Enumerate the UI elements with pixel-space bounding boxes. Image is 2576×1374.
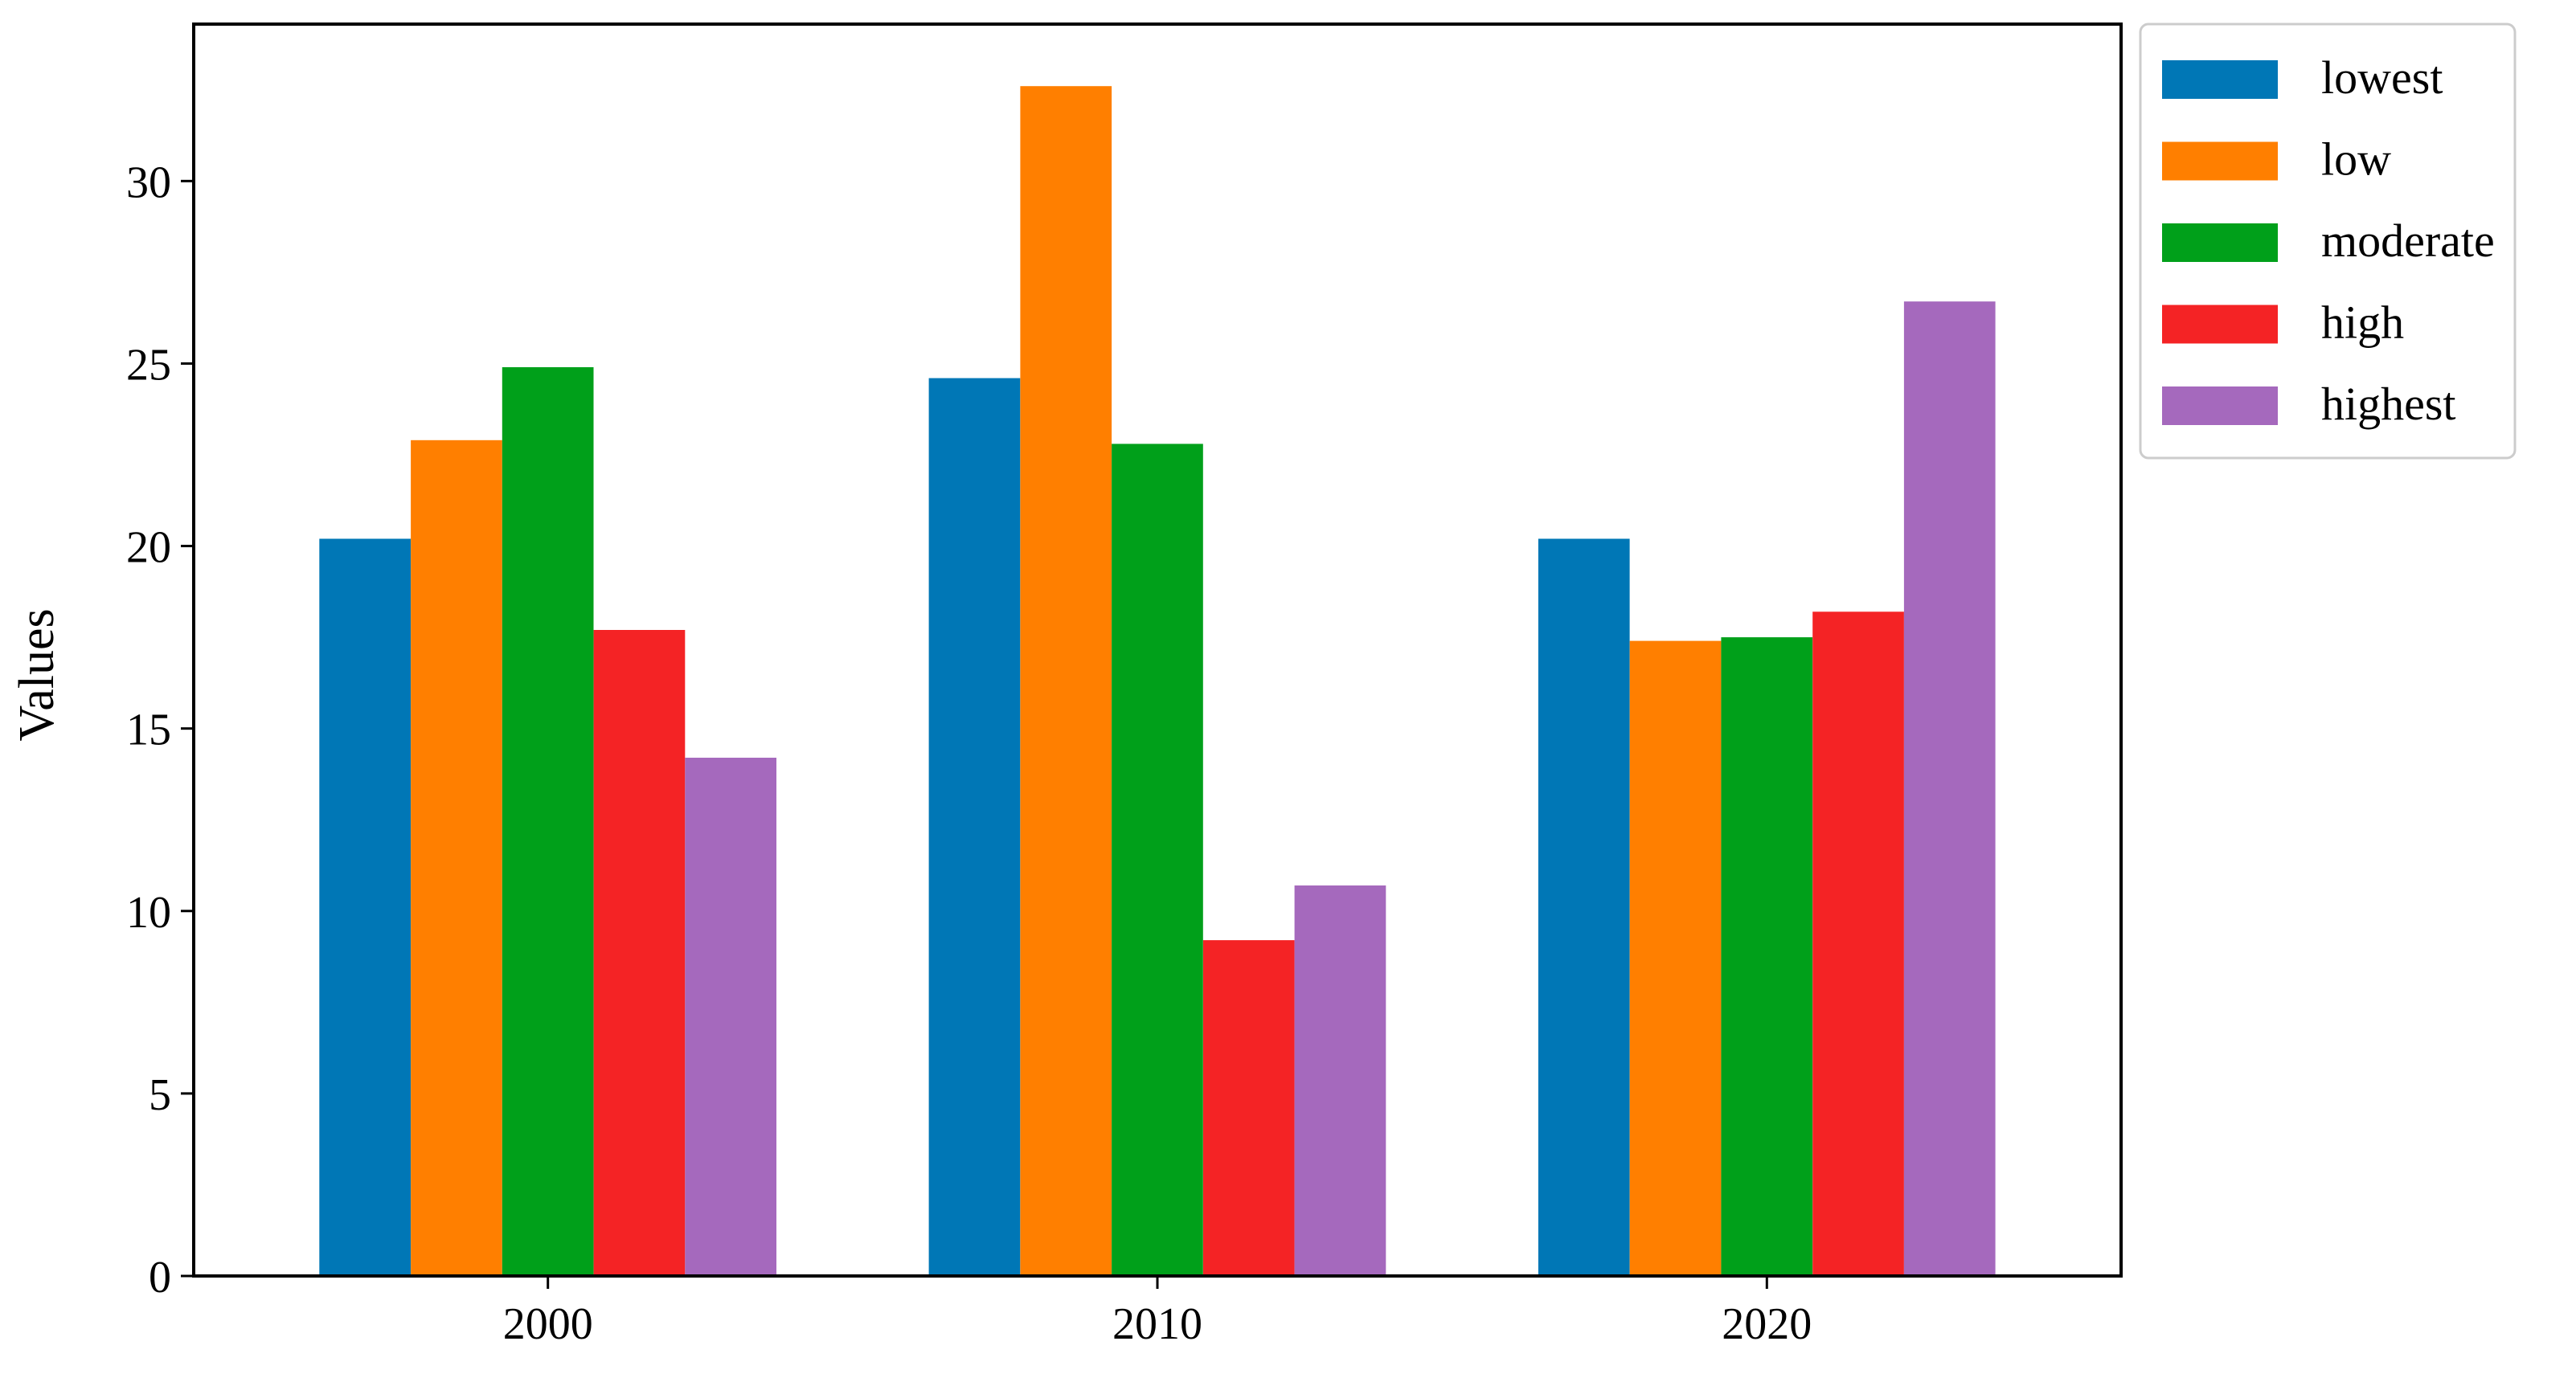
legend-label-moderate: moderate (2321, 215, 2495, 267)
bar-low-2020 (1629, 640, 1722, 1276)
legend-swatch-low (2162, 141, 2278, 181)
bar-highest-2000 (685, 758, 776, 1276)
y-tick-label: 10 (126, 888, 171, 938)
legend-box (2139, 22, 2517, 460)
legend: lowest low moderate high highest (2139, 22, 2517, 460)
x-tick-label: 2010 (1112, 1299, 1202, 1349)
bar-lowest-2010 (928, 378, 1021, 1277)
bar-high-2020 (1812, 611, 1904, 1276)
legend-label-lowest: lowest (2321, 51, 2443, 104)
bar-highest-2020 (1903, 301, 1996, 1277)
y-ticks-group: 0 5 10 15 20 25 30 (126, 157, 194, 1302)
bar-high-2010 (1202, 940, 1295, 1276)
bar-lowest-2020 (1538, 538, 1630, 1276)
bar-low-2010 (1020, 86, 1112, 1277)
bars-group (319, 86, 1996, 1277)
bar-high-2000 (593, 630, 686, 1276)
y-tick-label: 20 (126, 523, 171, 573)
bar-moderate-2010 (1112, 444, 1203, 1276)
plot-frame (192, 22, 2123, 1278)
y-tick-label: 30 (126, 157, 171, 207)
x-tick-label: 2020 (1722, 1299, 1812, 1349)
legend-swatch-high (2162, 305, 2278, 344)
legend-label-low: low (2321, 133, 2391, 186)
legend-swatch-lowest (2162, 60, 2278, 99)
x-tick-label: 2000 (503, 1299, 593, 1349)
x-ticks-group: 2000 2010 2020 (503, 1276, 1812, 1349)
y-axis-label: Values (10, 608, 64, 741)
legend-swatch-highest (2162, 386, 2278, 425)
y-tick-label: 15 (126, 705, 171, 755)
bar-lowest-2000 (319, 538, 411, 1276)
bar-moderate-2000 (502, 367, 594, 1276)
y-tick-label: 0 (149, 1253, 171, 1302)
legend-label-high: high (2321, 296, 2404, 349)
bar-moderate-2020 (1721, 637, 1813, 1276)
legend-label-highest: highest (2321, 378, 2456, 430)
y-tick-label: 5 (149, 1070, 171, 1120)
bar-highest-2010 (1294, 885, 1386, 1276)
legend-swatch-moderate (2162, 223, 2278, 262)
y-tick-label: 25 (126, 340, 171, 390)
bar-low-2000 (411, 440, 502, 1276)
